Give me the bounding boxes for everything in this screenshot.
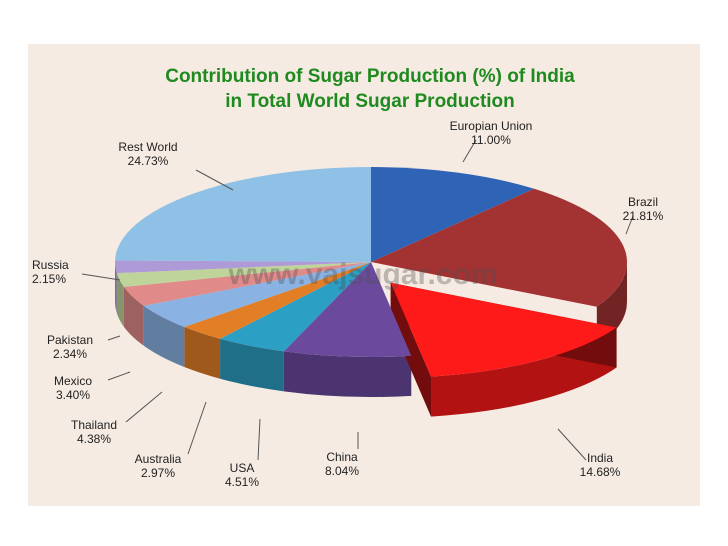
label-usa: USA: [230, 461, 255, 475]
value-brazil: 21.81%: [623, 209, 664, 223]
slice-pakistan: [116, 262, 372, 287]
value-china: 8.04%: [325, 464, 359, 478]
label-brazil: Brazil: [628, 195, 658, 209]
label-india: India: [587, 451, 613, 465]
slice-side-australia: [184, 327, 221, 379]
value-thailand: 4.38%: [77, 432, 111, 446]
value-india: 14.68%: [580, 465, 621, 479]
slice-mexico: [123, 262, 371, 306]
label-leader-lines: [81, 139, 634, 461]
value-mexico: 3.40%: [56, 388, 90, 402]
slice-china: [283, 262, 412, 357]
leader-thailand: [125, 391, 163, 423]
leader-europian-union: [462, 139, 477, 163]
slice-side-russia: [115, 262, 117, 314]
slice-side-pakistan: [116, 273, 124, 327]
slice-europian-union: [371, 167, 535, 262]
slice-australia: [184, 262, 371, 339]
pie-top-layer: [115, 167, 628, 377]
label-china: China: [326, 450, 358, 464]
value-russia: 2.15%: [32, 272, 66, 286]
value-usa: 4.51%: [225, 475, 259, 489]
value-rest-world: 24.73%: [128, 154, 169, 168]
label-europian-union: Europian Union: [450, 119, 533, 133]
leader-rest-world: [195, 169, 234, 191]
leader-brazil: [625, 215, 634, 235]
label-rest-world: Rest World: [118, 140, 177, 154]
slice-thailand: [143, 262, 371, 328]
slice-side-usa: [220, 338, 284, 392]
label-australia: Australia: [135, 452, 182, 466]
chart-title-line2: in Total World Sugar Production: [225, 91, 515, 112]
chart-title-line1: Contribution of Sugar Production (%) of …: [165, 66, 575, 87]
leader-australia: [187, 401, 207, 455]
slice-brazil: [371, 188, 628, 307]
label-mexico: Mexico: [54, 374, 92, 388]
label-russia: Russia: [32, 258, 69, 272]
value-pakistan: 2.34%: [53, 347, 87, 361]
slice-russia: [115, 260, 371, 274]
leader-russia: [81, 273, 121, 281]
watermark: www.vajsugar.com: [228, 258, 498, 291]
label-thailand: Thailand: [71, 418, 117, 432]
slice-side-mexico: [123, 286, 144, 346]
label-pakistan: Pakistan: [47, 333, 93, 347]
chart-panel: Contribution of Sugar Production (%) of …: [28, 44, 700, 506]
slice-india: [390, 282, 617, 377]
leader-india: [557, 428, 587, 461]
slice-side-india: [431, 327, 617, 417]
leader-usa: [257, 418, 261, 461]
slice-usa: [220, 262, 371, 352]
slice-side-thailand: [143, 305, 185, 368]
pie-chart: Contribution of Sugar Production (%) of …: [32, 66, 664, 489]
slice-rest-world: [115, 167, 372, 262]
leader-mexico: [107, 371, 131, 381]
slice-side-china: [283, 351, 412, 398]
slice-cut-face-india-1: [390, 282, 432, 417]
leader-pakistan: [107, 335, 121, 341]
value-australia: 2.97%: [141, 466, 175, 480]
value-europian-union: 11.00%: [471, 133, 511, 147]
